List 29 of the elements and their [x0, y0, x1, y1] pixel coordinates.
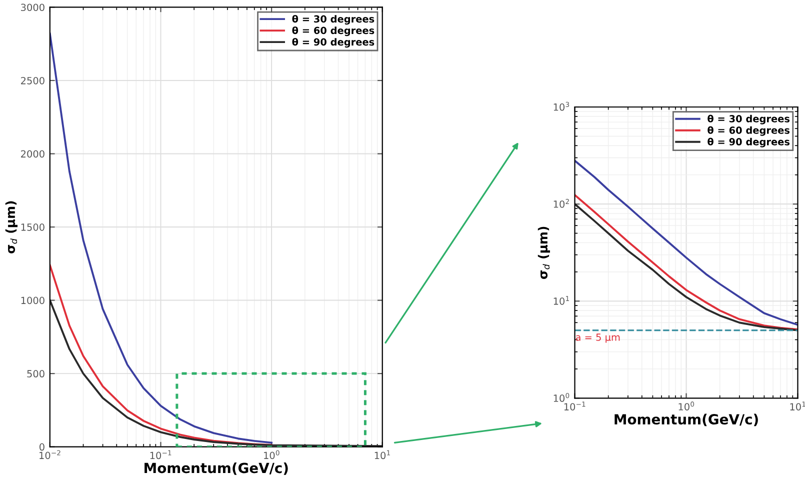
y-tick-label: 1000	[21, 296, 44, 304]
y-tick-label: 10$^{3}$	[554, 102, 570, 111]
y-tick-label: 500	[27, 370, 44, 378]
y-tick-label: 2500	[21, 76, 44, 84]
legend-label: θ = 90 degrees	[708, 138, 790, 148]
y-tick-label: 10$^{1}$	[554, 296, 569, 305]
x-tick-label: 10$^{−1}$	[564, 402, 586, 410]
y-tick-label: 3000	[21, 4, 44, 12]
x-tick-label: 10$^{−2}$	[40, 450, 60, 460]
x-tick-label: 10$^{−1}$	[150, 450, 172, 460]
y-tick-label: 10$^{2}$	[554, 198, 569, 208]
legend-label: θ = 60 degrees	[292, 26, 374, 36]
y-axis-title: σ$_{d}$ (μm)	[5, 201, 18, 254]
y-tick-label: 1500	[21, 224, 44, 231]
x-axis-title: Momentum(GeV/c)	[144, 462, 288, 475]
x-tick-label: 10$^{0}$	[264, 450, 280, 460]
y-tick-label: 0	[40, 443, 44, 451]
x-axis-title: Momentum(GeV/c)	[614, 414, 758, 426]
x-tick-label: 10$^{1}$	[374, 450, 390, 460]
y-axis-title: σ$_{d}$ (μm)	[538, 226, 550, 279]
legend-label: θ = 30 degrees	[292, 15, 374, 25]
legend-label: θ = 90 degrees	[292, 38, 374, 48]
x-tick-label: 10$^{0}$	[678, 402, 694, 410]
legend-label: θ = 30 degrees	[708, 114, 790, 124]
legend-label: θ = 60 degrees	[708, 126, 790, 136]
x-tick-label: 10$^{1}$	[790, 402, 805, 410]
ref-line-label: a = 5 μm	[576, 334, 620, 343]
y-tick-label: 2000	[21, 150, 44, 158]
y-tick-label: 10$^{0}$	[554, 392, 570, 402]
